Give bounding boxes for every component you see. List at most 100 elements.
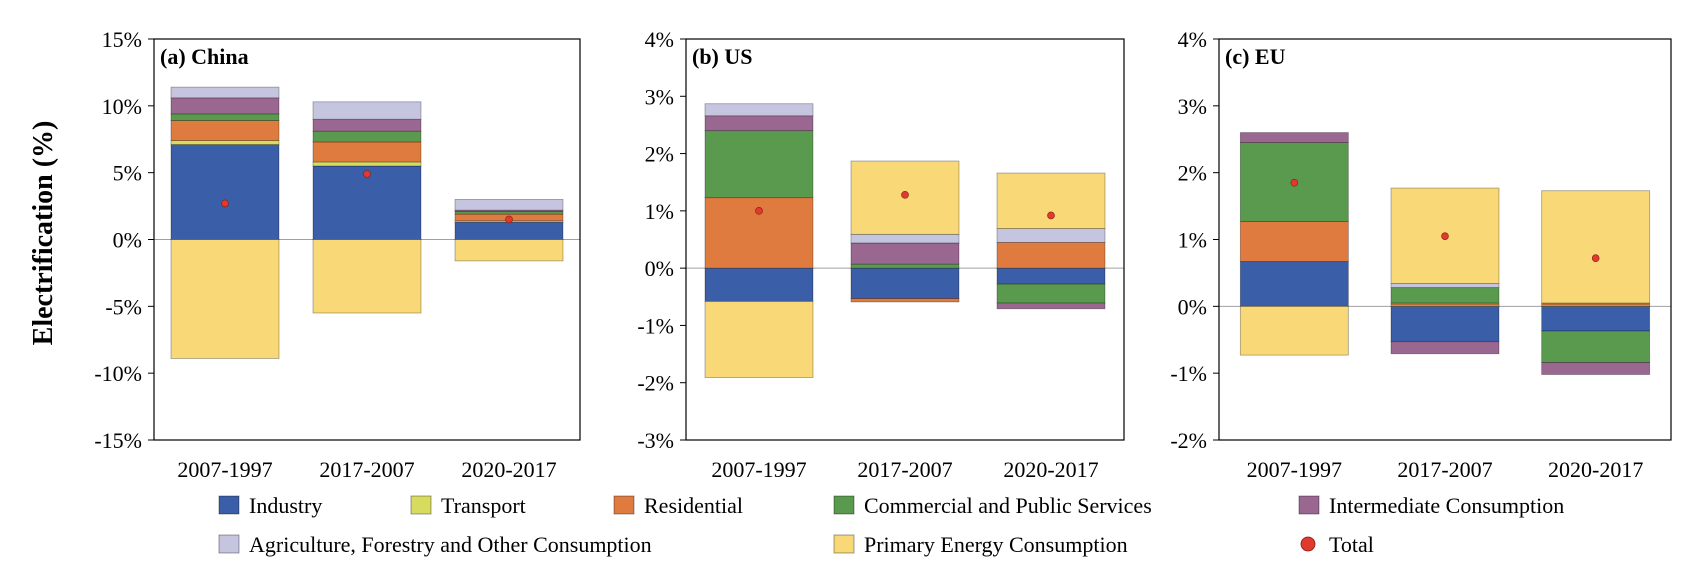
bar-segment-industry — [312, 165, 422, 240]
x-tick-label: 2017-2007 — [319, 457, 414, 482]
bar-segment-residential — [170, 120, 280, 141]
bar-segment-agriculture — [170, 86, 280, 99]
bar-segment-transport — [312, 161, 422, 167]
bar-segment-commercial — [996, 283, 1106, 304]
plot-frame — [685, 38, 1125, 441]
bar-segment-agriculture — [454, 198, 564, 211]
bar-segment-transport — [170, 140, 280, 145]
y-tick-label: -1% — [1170, 361, 1207, 386]
bar-segment-primary — [1239, 305, 1349, 356]
panel-title: (c) EU — [1225, 44, 1286, 69]
legend-label: Agriculture, Forestry and Other Consumpt… — [249, 532, 652, 557]
legend-label: Residential — [644, 493, 743, 518]
legend-label: Intermediate Consumption — [1329, 493, 1564, 518]
bar-segment-residential — [1239, 221, 1349, 262]
total-marker — [1591, 254, 1600, 263]
bar-segment-agriculture — [1390, 283, 1500, 289]
legend-label: Transport — [441, 493, 526, 518]
y-tick-label: 0% — [1178, 294, 1207, 319]
plot-frame — [1218, 38, 1672, 441]
bar-segment-primary — [996, 172, 1106, 230]
x-tick-label: 2007-1997 — [177, 457, 272, 482]
bar-segment-residential — [996, 241, 1106, 269]
bar-segment-industry — [996, 267, 1106, 285]
panel-title: (a) China — [160, 44, 249, 69]
y-tick-label: 4% — [645, 27, 674, 52]
y-tick-label: -1% — [637, 313, 674, 338]
x-tick-label: 2020-2017 — [1003, 457, 1098, 482]
legend-swatch — [410, 495, 432, 515]
y-tick-label: 2% — [645, 142, 674, 167]
bar-segment-industry — [850, 267, 960, 299]
panel-title: (b) US — [692, 44, 753, 69]
legend-swatch — [1300, 536, 1316, 552]
bar-segment-commercial — [454, 211, 564, 215]
bar-segment-primary — [312, 239, 422, 314]
bar-segment-primary — [1541, 190, 1651, 304]
bar-segment-industry — [1390, 305, 1500, 343]
y-tick-label: 0% — [645, 256, 674, 281]
bar-segment-intermediate — [170, 97, 280, 115]
y-tick-label: 3% — [645, 84, 674, 109]
y-tick-label: 3% — [1178, 94, 1207, 119]
legend-label: Total — [1329, 532, 1374, 557]
legend-swatch — [833, 534, 855, 554]
x-tick-label: 2007-1997 — [1247, 457, 1342, 482]
bar-segment-industry — [454, 221, 564, 240]
x-tick-label: 2020-2017 — [461, 457, 556, 482]
bar-segment-agriculture — [996, 228, 1106, 243]
total-marker — [221, 199, 229, 208]
y-tick-label: -3% — [637, 428, 674, 453]
bar-segment-industry — [170, 144, 280, 240]
y-tick-label: 10% — [102, 94, 142, 119]
bar-segment-primary — [170, 239, 280, 359]
legend-item-primary: Primary Energy Consumption — [833, 532, 1128, 557]
y-tick-label: 0% — [113, 228, 142, 253]
y-tick-label: 15% — [102, 27, 142, 52]
y-tick-label: 2% — [1178, 161, 1207, 186]
y-tick-label: -2% — [1170, 428, 1207, 453]
bar-segment-agriculture — [850, 233, 960, 244]
legend-swatch — [218, 534, 240, 554]
panel-3: -2% -1% 0% 1% 2% 3% 4% 2007-1997 2017-2007 2020-2… — [1170, 27, 1672, 482]
bar-segment-primary — [704, 300, 814, 378]
panels: -15% -10% -5% 0% 5% 10% 15% 2007-1997 2017-2007 2… — [94, 27, 1672, 482]
y-axis-label: Electrification (%) — [28, 121, 59, 346]
legend-item-agriculture: Agriculture, Forestry and Other Consumpt… — [218, 532, 652, 557]
bar-segment-commercial — [850, 263, 960, 269]
bar-segment-primary — [454, 239, 564, 262]
bar-segment-intermediate — [1239, 132, 1349, 143]
bar-segment-intermediate — [704, 115, 814, 132]
y-tick-label: 1% — [645, 199, 674, 224]
bar-segment-industry — [704, 267, 814, 302]
legend-label: Industry — [249, 493, 322, 518]
legend-item-residential: Residential — [613, 493, 743, 518]
bar-segment-residential — [850, 298, 960, 303]
legend-item-transport: Transport — [410, 493, 526, 518]
y-tick-label: 1% — [1178, 228, 1207, 253]
total-marker — [1441, 232, 1449, 240]
bar-segment-intermediate — [850, 242, 960, 265]
legend-item-industry: Industry — [218, 493, 322, 518]
legend-swatch — [218, 495, 240, 515]
bar-segment-agriculture — [704, 103, 814, 117]
y-tick-label: -5% — [105, 294, 142, 319]
bar-segment-industry — [1541, 305, 1651, 332]
legend-swatch — [833, 495, 855, 515]
bar-segment-intermediate — [312, 118, 422, 132]
bar-segment-intermediate — [996, 302, 1106, 310]
y-tick-label: 5% — [113, 161, 142, 186]
total-marker — [901, 191, 909, 199]
legend-label: Primary Energy Consumption — [864, 532, 1128, 557]
bar-segment-industry — [1239, 261, 1349, 307]
x-tick-label: 2017-2007 — [857, 457, 952, 482]
panel-1: -15% -10% -5% 0% 5% 10% 15% 2007-1997 2017-2007 2… — [94, 27, 581, 482]
bar-segment-commercial — [1541, 330, 1651, 363]
legend-swatch — [1298, 495, 1320, 515]
y-tick-label: -10% — [94, 361, 142, 386]
bar-segment-intermediate — [1541, 362, 1651, 375]
bar-segment-commercial — [704, 130, 814, 199]
bar-segment-commercial — [1390, 287, 1500, 304]
